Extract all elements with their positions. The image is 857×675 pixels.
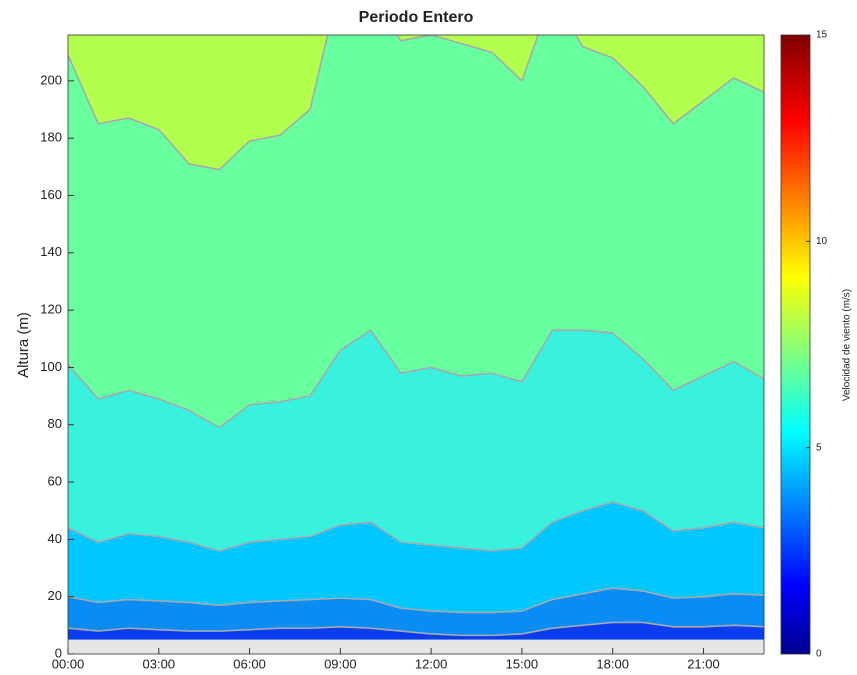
x-tick-label: 09:00 <box>324 656 357 671</box>
y-tick-label: 140 <box>40 244 62 259</box>
contour-line <box>68 501 764 552</box>
y-tick-label: 200 <box>40 72 62 87</box>
y-axis-label: Altura (m) <box>15 312 32 378</box>
contour-line <box>68 35 764 171</box>
y-tick-label: 40 <box>48 531 62 546</box>
x-tick-label: 06:00 <box>233 656 266 671</box>
x-tick-label: 18:00 <box>596 656 629 671</box>
no-data-floor <box>68 639 764 654</box>
chart-title: Periodo Entero <box>359 9 474 26</box>
x-tick-label: 12:00 <box>415 656 448 671</box>
x-tick-label: 21:00 <box>687 656 720 671</box>
colorbar-label: Velocidad de viento (m/s) <box>842 289 853 401</box>
plot-frame <box>67 34 765 655</box>
colorbar-tick-label: 15 <box>816 30 828 41</box>
plot-area <box>68 35 764 654</box>
y-tick-label: 0 <box>55 645 62 660</box>
y-tick-label: 160 <box>40 187 62 202</box>
y-tick-label: 60 <box>48 473 62 488</box>
colorbar-tick-label: 5 <box>816 442 822 453</box>
y-tick-label: 180 <box>40 130 62 145</box>
x-tick-label: 00:00 <box>52 656 85 671</box>
y-tick-label: 80 <box>48 416 62 431</box>
contour-line <box>68 329 764 429</box>
x-tick-label: 03:00 <box>143 656 176 671</box>
y-tick-label: 120 <box>40 302 62 317</box>
contour-band <box>68 622 764 640</box>
y-tick-label: 100 <box>40 359 62 374</box>
axes: 0 20 40 60 80 100 120 140 160 180 200 00:00 03:00 06:… <box>40 34 765 671</box>
y-tick-label: 20 <box>48 588 62 603</box>
colorbar-tick-label: 0 <box>816 649 822 660</box>
contour-line <box>68 587 764 614</box>
contour-line <box>68 621 764 637</box>
x-tick-label: 15:00 <box>506 656 539 671</box>
colorbar <box>780 34 811 655</box>
colorbar-tick-label: 10 <box>816 236 828 247</box>
